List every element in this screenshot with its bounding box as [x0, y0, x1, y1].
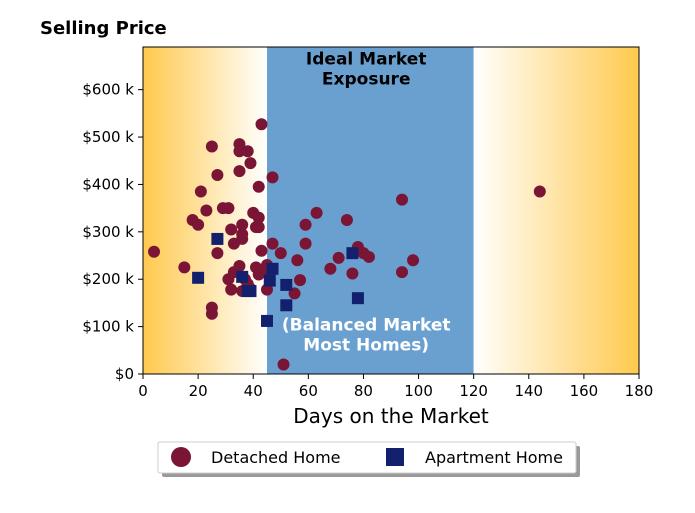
point-detached-home-24 [236, 228, 249, 241]
point-apartment-home-0 [192, 271, 205, 284]
x-tick-label-6: 120 [459, 382, 488, 400]
x-axis: 0 20 40 60 80 100 120 140 160 180 [138, 374, 653, 400]
point-detached-home-56 [346, 267, 359, 280]
legend: Detached Home Apartment Home [157, 441, 580, 477]
point-detached-home-8 [205, 307, 218, 320]
x-tick-label-2: 40 [244, 382, 263, 400]
point-detached-home-43 [266, 171, 279, 184]
point-detached-home-3 [192, 218, 205, 231]
annotation-1-line-1: Most Homes) [303, 336, 429, 356]
x-tick-label-0: 0 [138, 382, 148, 400]
point-detached-home-53 [324, 262, 337, 275]
point-detached-home-62 [407, 254, 420, 267]
point-detached-home-14 [225, 283, 238, 296]
y-axis: $0 $100 k $200 k $300 k $400 k $500 k $600 k [82, 81, 143, 383]
point-detached-home-0 [148, 245, 161, 258]
y-tick-label-0: $0 [115, 365, 134, 383]
point-detached-home-55 [340, 213, 353, 226]
point-detached-home-25 [236, 218, 249, 231]
chart-title: Selling Price [40, 18, 167, 39]
point-detached-home-38 [255, 118, 268, 131]
legend-label-detached-home: Detached Home [211, 448, 341, 467]
point-detached-home-34 [252, 180, 265, 193]
point-detached-home-21 [233, 259, 246, 272]
legend-marker-apartment-home [386, 448, 404, 466]
x-tick-label-1: 20 [189, 382, 208, 400]
y-tick-label-1: $100 k [82, 318, 134, 336]
annotation-1-line-0: (Balanced Market [282, 316, 451, 336]
point-detached-home-42 [261, 283, 273, 296]
legend-label-apartment-home: Apartment Home [425, 448, 563, 467]
point-detached-home-59 [362, 250, 375, 263]
point-detached-home-50 [299, 218, 312, 231]
point-detached-home-1 [178, 261, 191, 274]
x-tick-label-3: 60 [299, 382, 318, 400]
point-apartment-home-7 [266, 262, 279, 275]
plot-frame [142, 46, 640, 375]
point-detached-home-6 [205, 140, 218, 153]
data-points [148, 118, 546, 371]
point-detached-home-39 [255, 244, 268, 257]
point-detached-home-9 [211, 168, 224, 181]
annotation-0-line-0: Ideal Market [306, 49, 427, 69]
market-regions [143, 47, 639, 374]
point-apartment-home-1 [211, 232, 224, 245]
point-detached-home-12 [222, 202, 235, 215]
x-tick-label-7: 140 [514, 382, 543, 400]
point-detached-home-60 [396, 193, 409, 206]
point-apartment-home-10 [346, 247, 359, 260]
x-axis-title: Days on the Market [293, 404, 489, 428]
x-tick-label-4: 80 [354, 382, 373, 400]
point-apartment-home-4 [244, 285, 257, 298]
point-detached-home-52 [310, 206, 323, 219]
point-detached-home-48 [291, 254, 304, 267]
point-detached-home-44 [266, 237, 279, 250]
x-tick-label-9: 180 [625, 382, 654, 400]
point-detached-home-20 [233, 165, 246, 178]
point-apartment-home-2 [236, 270, 249, 283]
point-detached-home-29 [244, 157, 257, 170]
point-apartment-home-11 [351, 292, 364, 305]
region-2 [473, 47, 639, 374]
y-tick-label-6: $600 k [82, 81, 134, 99]
point-detached-home-35 [252, 211, 265, 224]
point-detached-home-45 [274, 247, 287, 260]
point-detached-home-27 [241, 145, 254, 158]
x-tick-label-5: 100 [404, 382, 433, 400]
point-apartment-home-5 [261, 314, 273, 327]
point-apartment-home-6 [263, 274, 276, 287]
point-apartment-home-9 [280, 299, 293, 312]
region-1 [267, 47, 474, 374]
legend-marker-detached-home [171, 447, 191, 467]
point-apartment-home-8 [280, 278, 293, 291]
point-detached-home-63 [533, 185, 546, 198]
legend-box [157, 441, 577, 474]
point-detached-home-49 [294, 274, 307, 287]
point-detached-home-4 [194, 185, 207, 198]
point-detached-home-19 [233, 145, 246, 158]
y-tick-label-4: $400 k [82, 175, 134, 193]
point-detached-home-61 [396, 266, 409, 279]
y-tick-label-2: $200 k [82, 270, 134, 288]
point-detached-home-36 [252, 221, 265, 234]
point-detached-home-15 [225, 223, 238, 236]
x-tick-label-8: 160 [570, 382, 599, 400]
point-detached-home-5 [200, 204, 213, 217]
y-tick-label-3: $300 k [82, 223, 134, 241]
annotation-0-line-1: Exposure [322, 69, 411, 89]
point-detached-home-10 [211, 247, 224, 260]
y-tick-label-5: $500 k [82, 128, 134, 146]
point-detached-home-54 [332, 251, 345, 264]
point-detached-home-51 [299, 237, 312, 250]
point-detached-home-46 [277, 358, 290, 371]
